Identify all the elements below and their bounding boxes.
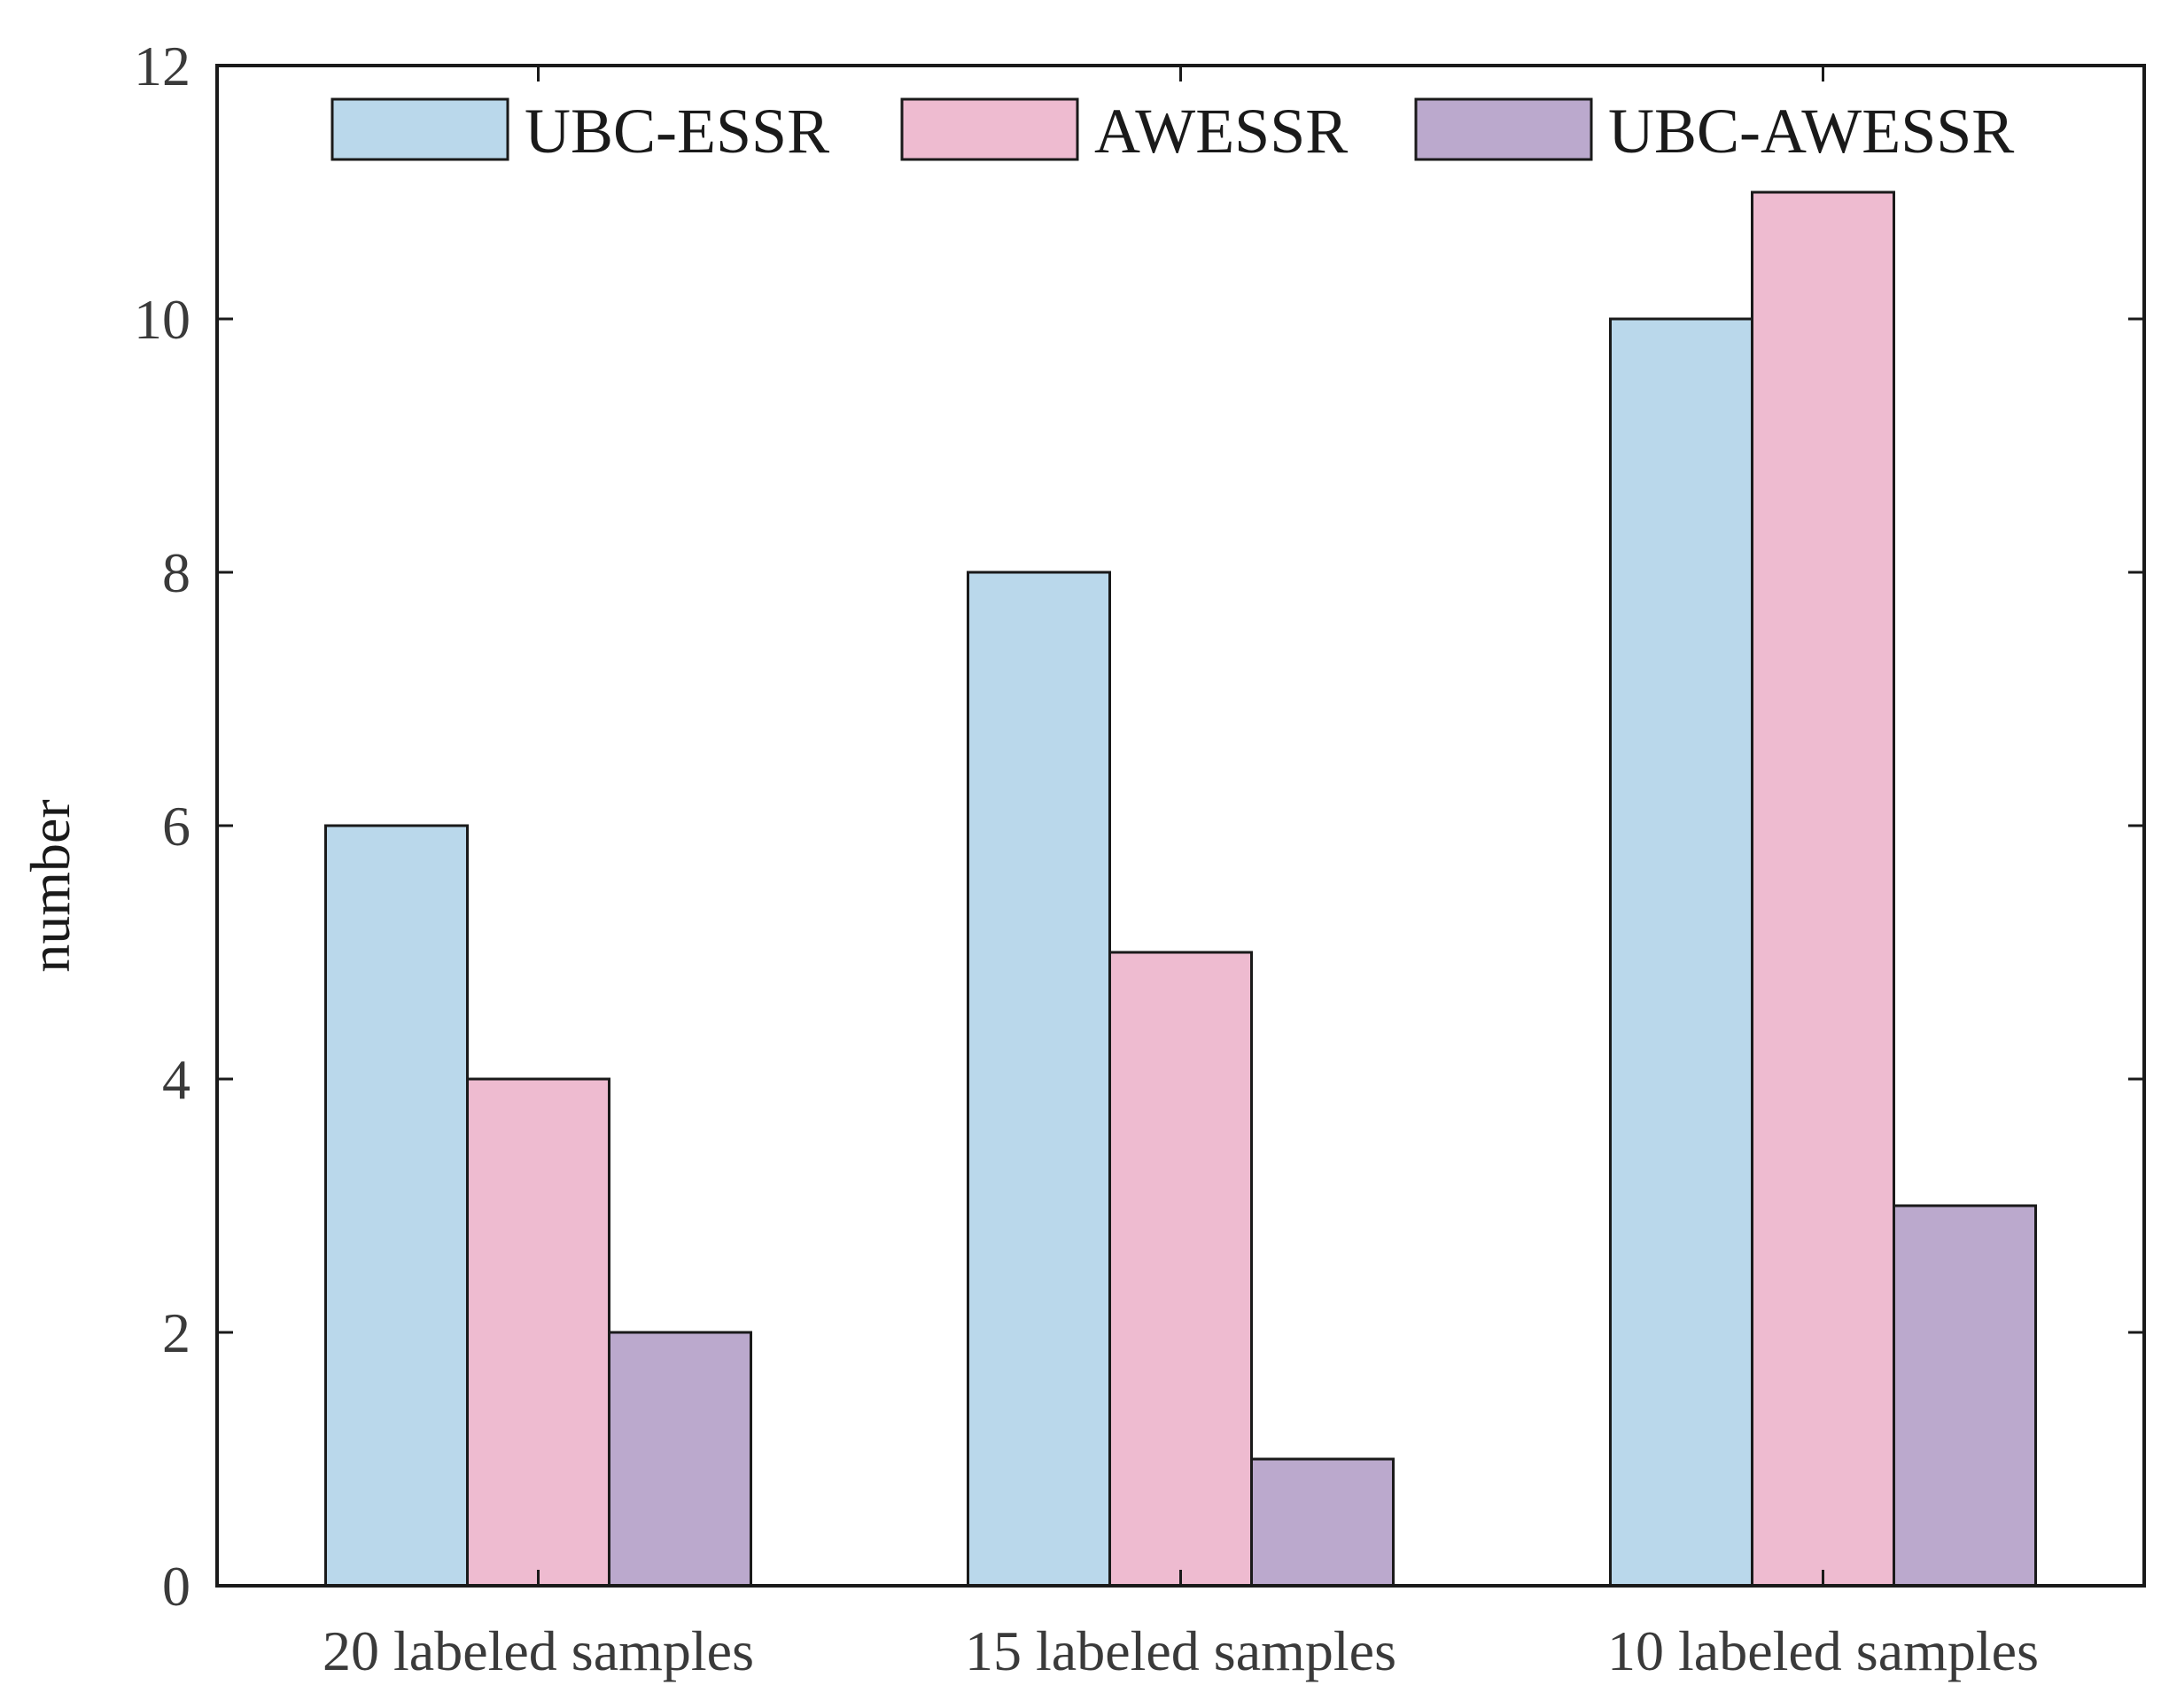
y-tick-label: 0 [162,1555,190,1618]
bar-ubc-essr-1 [324,824,469,1588]
legend-label-ubc-essr: UBC-ESSR [525,96,829,167]
x-tick-label: 20 labeled samples [323,1619,754,1682]
bars-group [324,190,2037,1588]
legend-swatch-ubc-essr [330,97,509,161]
plot-frame [215,64,2146,1588]
y-tick-label: 4 [162,1048,190,1111]
y-tick-labels: 0 2 4 6 8 10 12 [134,35,190,1618]
y-tick-label: 8 [162,541,190,604]
bar-awessr-2 [1108,951,1253,1588]
legend: UBC-ESSR AWESSR UBC-AWESSR [330,96,2014,167]
legend-label-awessr: AWESSR [1094,96,1348,167]
y-tick-label: 2 [162,1301,190,1364]
y-axis-label: number [19,799,82,973]
bar-ubc-awessr-1 [608,1331,752,1588]
bar-ubc-essr-2 [967,571,1111,1588]
legend-label-ubc-awessr: UBC-AWESSR [1608,96,2014,167]
bar-ubc-awessr-3 [1893,1204,2037,1588]
ticks-group [217,66,2144,1586]
x-tick-labels: 20 labeled samples 15 labeled samples 10 l… [323,1619,2039,1682]
legend-swatch-ubc-awessr [1414,97,1593,161]
y-tick-label: 6 [162,795,190,858]
legend-swatch-awessr [900,97,1079,161]
bar-awessr-3 [1751,190,1895,1588]
bar-ubc-awessr-2 [1250,1457,1395,1588]
x-tick-label: 10 labeled samples [1607,1619,2039,1682]
bar-awessr-1 [466,1077,610,1588]
bar-ubc-essr-3 [1609,317,1753,1588]
x-tick-label: 15 labeled samples [965,1619,1396,1682]
y-tick-label: 10 [134,288,190,351]
y-tick-label: 12 [134,35,190,97]
